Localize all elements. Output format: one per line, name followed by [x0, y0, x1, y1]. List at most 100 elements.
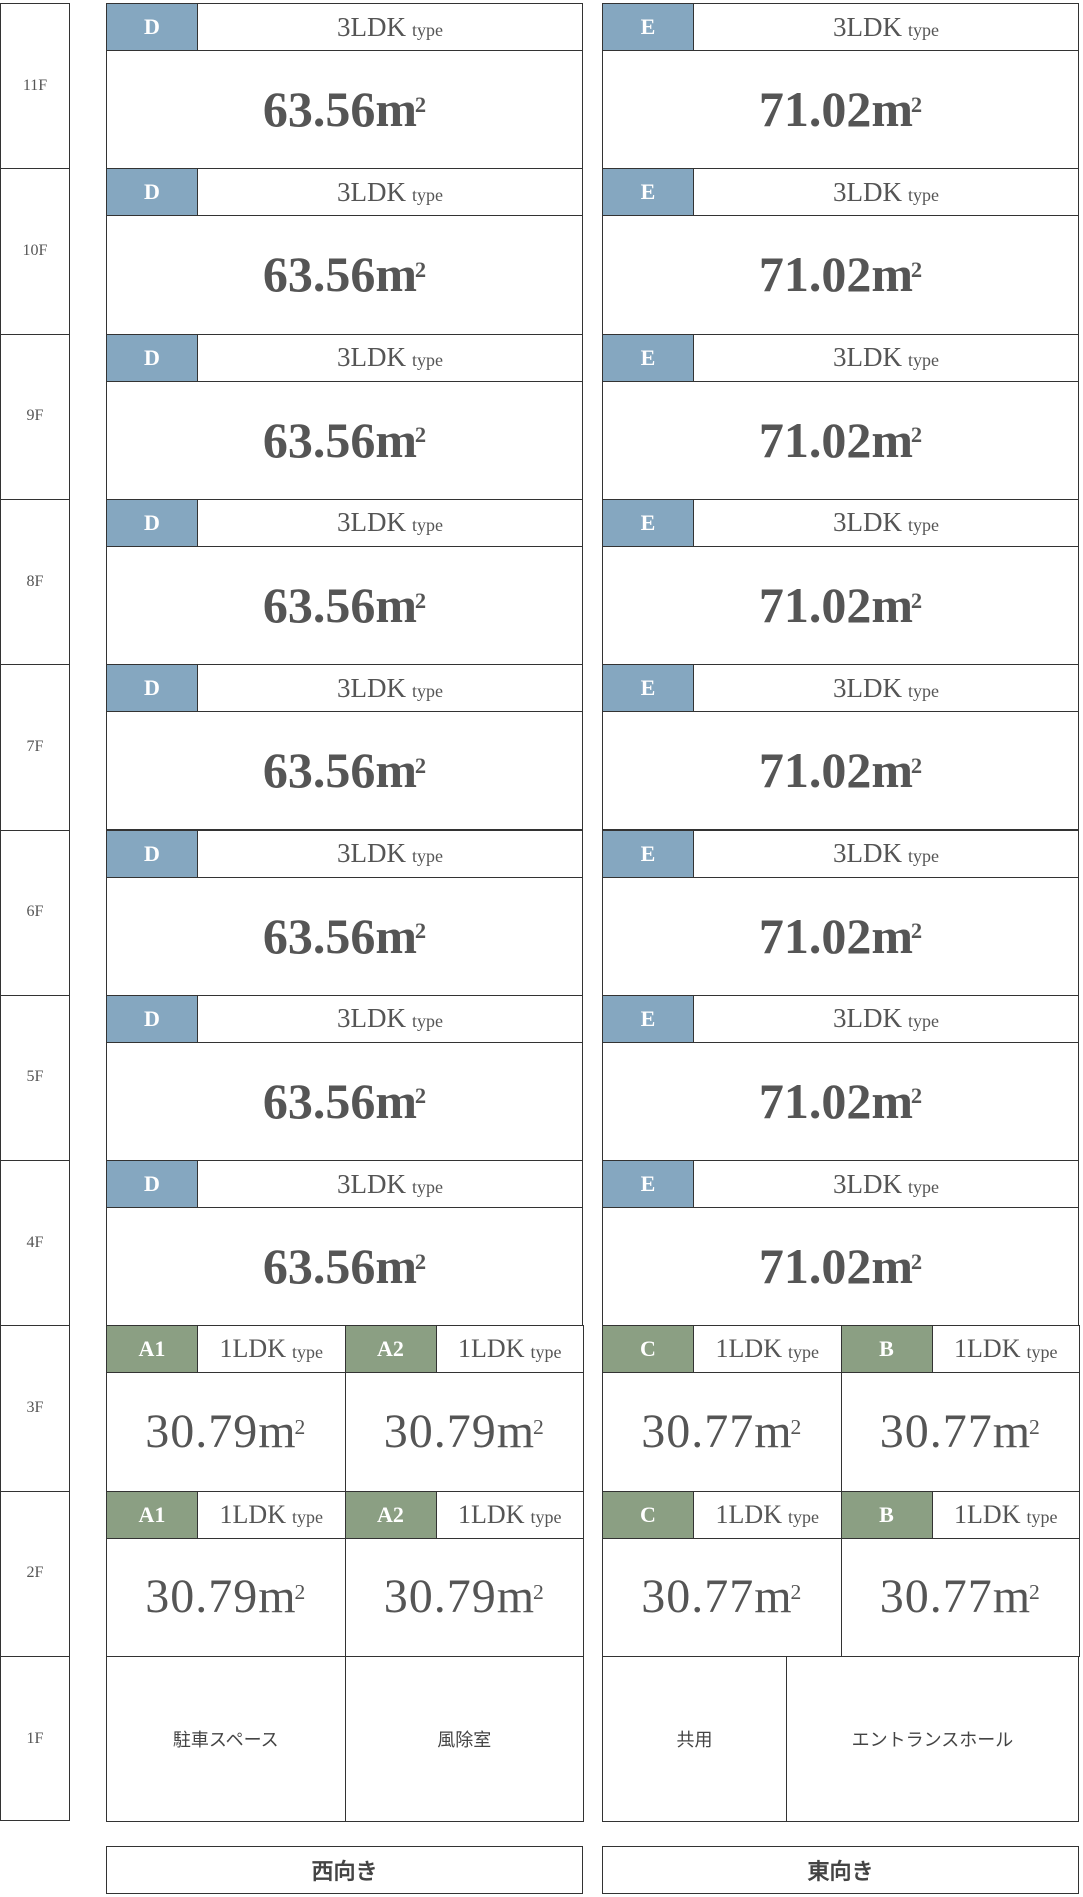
unit-badge: D: [107, 665, 198, 712]
floor-label-3f: 3F: [26, 1399, 44, 1417]
unit-header: E 3LDK type: [603, 4, 1078, 51]
unit-header: D 3LDK type: [107, 665, 582, 713]
floor-label-8f: 8F: [26, 572, 44, 590]
unit-area-unit: m: [375, 742, 418, 799]
parking-space: 駐車スペース: [106, 1656, 346, 1823]
unit-badge: C: [603, 1326, 694, 1373]
unit-type: 1LDK type: [198, 1492, 345, 1538]
unit-badge: C: [603, 1491, 694, 1538]
unit-area-unit: m: [375, 411, 418, 468]
unit-d-7f: D 3LDK type 63.56 m 2: [106, 664, 583, 831]
unit-header: E 3LDK type: [603, 169, 1078, 217]
unit-area: 71.02 m 2: [603, 546, 1078, 664]
unit-area-unit: m: [375, 577, 418, 634]
unit-area: 63.56 m 2: [107, 546, 582, 664]
unit-area-unit: m: [258, 1405, 297, 1459]
floor-divider: [0, 1160, 70, 1162]
unit-type: 3LDK type: [694, 1161, 1078, 1207]
unit-type-suffix: type: [1026, 1341, 1058, 1362]
unit-type-label: 3LDK: [337, 1003, 406, 1034]
unit-area: 71.02 m 2: [603, 381, 1078, 499]
floor-label-2f: 2F: [26, 1564, 44, 1582]
unit-type-label: 3LDK: [337, 838, 406, 868]
unit-badge: D: [107, 334, 198, 381]
unit-type-label: 1LDK: [715, 1499, 782, 1529]
unit-area-value: 63.56: [262, 577, 376, 634]
unit-area-exponent: 2: [414, 1083, 427, 1109]
unit-type-suffix: type: [908, 846, 939, 866]
unit-area-value: 30.79: [383, 1570, 497, 1624]
unit-badge: A1: [107, 1491, 198, 1538]
unit-header: A2 1LDK type: [345, 1326, 584, 1374]
unit-area-value: 71.02: [758, 81, 872, 138]
floor-divider: [0, 1656, 70, 1657]
unit-type-suffix: type: [908, 184, 939, 205]
entrance-hall: エントランスホール: [786, 1656, 1079, 1823]
unit-header: D 3LDK type: [107, 499, 582, 547]
unit-a1-2f: A1 1LDK type 30.79 m 2: [106, 1490, 346, 1657]
unit-badge: E: [603, 4, 694, 50]
unit-area: 71.02 m 2: [603, 1042, 1078, 1160]
unit-type: 3LDK type: [694, 500, 1078, 546]
unit-type: 1LDK type: [437, 1326, 584, 1372]
floor-divider: [0, 829, 70, 831]
unit-badge: E: [603, 665, 694, 712]
unit-area-value: 71.02: [758, 577, 872, 634]
unit-e-7f: E 3LDK type 71.02 m 2: [602, 664, 1079, 831]
east-orientation-label: 東向き: [602, 1846, 1079, 1894]
unit-type: 1LDK type: [933, 1492, 1080, 1538]
floor-divider: [0, 994, 70, 996]
unit-badge: D: [107, 169, 198, 216]
floor-label-10f: 10F: [22, 241, 48, 259]
unit-area-value: 71.02: [758, 411, 872, 468]
unit-area: 30.77 m 2: [842, 1538, 1080, 1656]
unit-header: E 3LDK type: [603, 830, 1078, 878]
unit-type-label: 1LDK: [954, 1334, 1021, 1364]
unit-area-exponent: 2: [532, 1580, 545, 1605]
unit-area: 63.56 m 2: [107, 877, 582, 995]
unit-area-unit: m: [258, 1570, 297, 1624]
unit-header: C 1LDK type: [603, 1326, 841, 1374]
unit-area-unit: m: [992, 1570, 1032, 1624]
unit-header: E 3LDK type: [603, 499, 1078, 547]
unit-area-value: 63.56: [262, 1072, 376, 1129]
unit-d-8f: D 3LDK type 63.56 m 2: [106, 498, 583, 666]
unit-type-label: 3LDK: [337, 342, 406, 373]
unit-area-unit: m: [496, 1405, 536, 1459]
unit-area: 30.79 m 2: [107, 1372, 345, 1490]
unit-area-value: 63.56: [262, 907, 376, 964]
unit-header: D 3LDK type: [107, 169, 582, 217]
unit-area-unit: m: [754, 1570, 793, 1624]
unit-area-unit: m: [754, 1405, 793, 1459]
unit-type-suffix: type: [1026, 1507, 1058, 1528]
unit-badge: D: [107, 995, 198, 1042]
unit-header: D 3LDK type: [107, 334, 582, 382]
floor-label-11f: 11F: [22, 76, 48, 94]
unit-type-suffix: type: [291, 1507, 323, 1528]
unit-e-8f: E 3LDK type 71.02 m 2: [602, 498, 1079, 666]
unit-e-5f: E 3LDK type 71.02 m 2: [602, 994, 1079, 1162]
unit-a2-3f: A2 1LDK type 30.79 m 2: [344, 1325, 584, 1492]
unit-type-label: 1LDK: [458, 1499, 525, 1529]
unit-badge: E: [603, 334, 694, 381]
unit-b-3f: B 1LDK type 30.77 m 2: [840, 1325, 1080, 1492]
unit-area-unit: m: [871, 411, 914, 468]
unit-area: 63.56 m 2: [107, 711, 582, 829]
unit-header: D 3LDK type: [107, 1161, 582, 1209]
unit-area: 30.77 m 2: [603, 1538, 841, 1656]
unit-c-3f: C 1LDK type 30.77 m 2: [602, 1325, 842, 1492]
unit-type: 3LDK type: [198, 335, 582, 381]
unit-badge: D: [107, 499, 198, 546]
unit-area-unit: m: [871, 246, 914, 303]
unit-badge: E: [603, 830, 694, 877]
unit-type-label: 3LDK: [833, 672, 902, 703]
unit-type-label: 3LDK: [833, 1003, 902, 1034]
windbreak-room: 風除室: [344, 1656, 584, 1823]
unit-area-unit: m: [871, 81, 914, 138]
unit-area-value: 30.77: [641, 1570, 755, 1624]
unit-area: 63.56 m 2: [107, 381, 582, 499]
unit-type-label: 1LDK: [219, 1499, 286, 1529]
unit-type-suffix: type: [412, 1011, 443, 1032]
unit-badge: B: [841, 1491, 933, 1538]
unit-header: A2 1LDK type: [345, 1491, 583, 1539]
